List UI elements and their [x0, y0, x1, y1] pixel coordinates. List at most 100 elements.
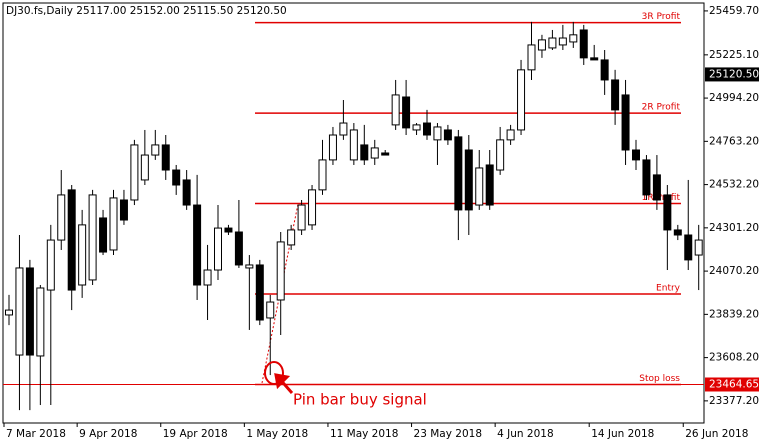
- level-label: 1R Profit: [642, 193, 681, 203]
- candle-body: [527, 44, 536, 71]
- candle-body: [339, 122, 348, 136]
- y-tick-label: 23608.20: [709, 352, 759, 364]
- candle-body: [464, 149, 473, 211]
- y-tick-label: 24763.20: [709, 135, 759, 147]
- x-tick-label: 9 Apr 2018: [79, 428, 137, 440]
- level-label: Stop loss: [639, 374, 680, 384]
- candle-body: [130, 144, 139, 201]
- candle-body: [652, 174, 661, 201]
- y-tick-label: 24994.20: [709, 92, 759, 104]
- candle-body: [266, 301, 275, 319]
- x-tick-label: 4 Jun 2018: [497, 428, 553, 440]
- y-tick-label: 24532.20: [709, 179, 759, 191]
- x-tick-label: 26 Jun 2018: [685, 428, 748, 440]
- candle-body: [15, 267, 24, 356]
- level-label: 2R Profit: [642, 103, 681, 113]
- candle-body: [412, 124, 421, 131]
- marks: 25459.70 25225.10 24994.20 24763.20 24532.20…: [3, 5, 759, 440]
- candle-body: [673, 229, 682, 236]
- y-tick-label: 24301.20: [709, 222, 759, 234]
- candle-body: [360, 144, 369, 161]
- y-tick-label: 25225.10: [709, 49, 759, 61]
- candle-body: [276, 241, 285, 301]
- candle-body: [151, 144, 160, 156]
- candle-body: [642, 159, 651, 196]
- candle-body: [78, 224, 87, 286]
- price-box: [705, 377, 759, 392]
- candle-body: [402, 96, 411, 129]
- candle-body: [517, 69, 526, 131]
- x-tick-label: 19 Apr 2018: [163, 428, 228, 440]
- candle-body: [506, 129, 515, 141]
- candle-body: [88, 194, 97, 281]
- candle-body: [496, 139, 505, 171]
- annotation: Pin bar buy signal: [293, 391, 427, 409]
- candle-body: [57, 194, 66, 241]
- plot-frame: [2, 2, 705, 424]
- candle-body: [454, 136, 463, 211]
- candle-body: [349, 129, 358, 161]
- candle-body: [381, 152, 390, 156]
- candle-body: [579, 29, 588, 59]
- candle-body: [684, 234, 693, 261]
- candle-body: [140, 154, 149, 181]
- candle-body: [203, 269, 212, 286]
- candle-body: [25, 267, 34, 356]
- candle-body: [193, 204, 202, 286]
- candle-body: [600, 59, 609, 81]
- candle-body: [632, 149, 640, 161]
- level-label: 3R Profit: [642, 12, 681, 22]
- candle-body: [391, 94, 400, 126]
- candle-body: [172, 169, 181, 186]
- signal-arrow: [274, 373, 294, 394]
- x-tick-label: 14 Jun 2018: [591, 428, 654, 440]
- candle-body: [161, 144, 170, 171]
- candle-body: [297, 204, 306, 231]
- candle-body: [109, 197, 118, 251]
- candle-body: [548, 37, 557, 49]
- candle-body: [234, 231, 243, 266]
- candle-body: [558, 37, 567, 46]
- candle-body: [423, 122, 431, 136]
- candle-body: [224, 227, 233, 233]
- level-label: Entry: [656, 283, 681, 293]
- price-box: [705, 67, 759, 82]
- candle-body: [590, 57, 599, 61]
- candle-body: [694, 239, 703, 256]
- candle-body: [245, 264, 254, 269]
- candle-body: [370, 147, 379, 159]
- candle-body: [46, 239, 55, 291]
- stop-price-label: 23464.65: [709, 378, 759, 390]
- candle-body: [255, 264, 264, 321]
- x-tick-label: 1 May 2018: [246, 428, 308, 440]
- candle-body: [433, 126, 442, 141]
- candle-body: [5, 309, 13, 316]
- candle-body: [485, 164, 494, 206]
- candle-body: [443, 129, 452, 141]
- candle-body: [328, 134, 337, 161]
- candle-body: [663, 194, 672, 231]
- x-tick-label: 11 May 2018: [330, 428, 398, 440]
- candle-body: [119, 199, 128, 221]
- candle-body: [308, 189, 317, 226]
- y-tick-label: 25459.70: [709, 5, 759, 17]
- candle-body: [569, 34, 578, 43]
- candle-body: [67, 189, 76, 291]
- candle-body: [318, 159, 327, 191]
- candle-body: [621, 94, 630, 151]
- y-tick-label: 23377.20: [709, 395, 759, 407]
- candle-body: [537, 39, 546, 51]
- y-tick-label: 24070.20: [709, 265, 759, 277]
- candle-body: [611, 79, 620, 111]
- y-tick-label: 23839.20: [709, 308, 759, 320]
- candle-body: [182, 179, 191, 206]
- candle-body: [99, 217, 108, 253]
- chart-title: DJ30.fs,Daily 25117.00 25152.00 25115.50…: [6, 5, 287, 17]
- candle-body: [287, 229, 296, 246]
- candle-body: [214, 227, 222, 271]
- candle-body: [36, 287, 45, 357]
- x-tick-label: 7 Mar 2018: [6, 428, 66, 440]
- current-price-label: 25120.50: [709, 68, 759, 80]
- x-tick-label: 23 May 2018: [414, 428, 482, 440]
